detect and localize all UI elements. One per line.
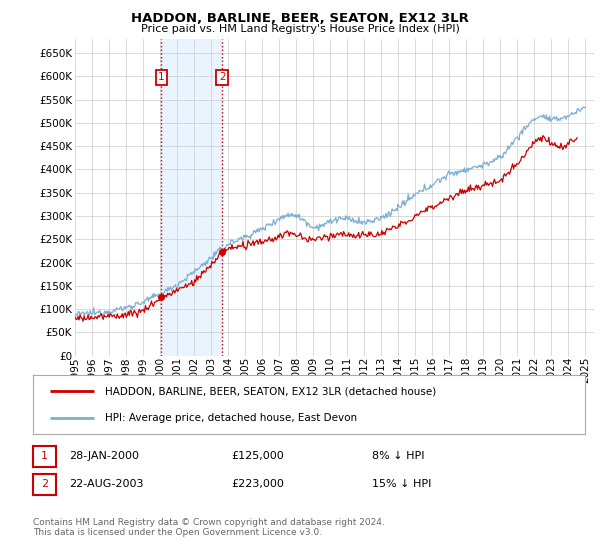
- Text: 1: 1: [41, 451, 48, 461]
- Text: 1: 1: [158, 72, 165, 82]
- Text: £223,000: £223,000: [231, 479, 284, 489]
- Text: Contains HM Land Registry data © Crown copyright and database right 2024.
This d: Contains HM Land Registry data © Crown c…: [33, 518, 385, 538]
- Text: HPI: Average price, detached house, East Devon: HPI: Average price, detached house, East…: [105, 413, 357, 423]
- Text: 22-AUG-2003: 22-AUG-2003: [69, 479, 143, 489]
- Text: HADDON, BARLINE, BEER, SEATON, EX12 3LR (detached house): HADDON, BARLINE, BEER, SEATON, EX12 3LR …: [105, 386, 436, 396]
- Text: 8% ↓ HPI: 8% ↓ HPI: [372, 451, 425, 461]
- Text: Price paid vs. HM Land Registry's House Price Index (HPI): Price paid vs. HM Land Registry's House …: [140, 24, 460, 34]
- Bar: [161, 39, 222, 356]
- Text: 15% ↓ HPI: 15% ↓ HPI: [372, 479, 431, 489]
- Text: HADDON, BARLINE, BEER, SEATON, EX12 3LR: HADDON, BARLINE, BEER, SEATON, EX12 3LR: [131, 12, 469, 25]
- Text: £125,000: £125,000: [231, 451, 284, 461]
- Text: 2: 2: [219, 72, 226, 82]
- Text: 28-JAN-2000: 28-JAN-2000: [69, 451, 139, 461]
- Text: 2: 2: [41, 479, 48, 489]
